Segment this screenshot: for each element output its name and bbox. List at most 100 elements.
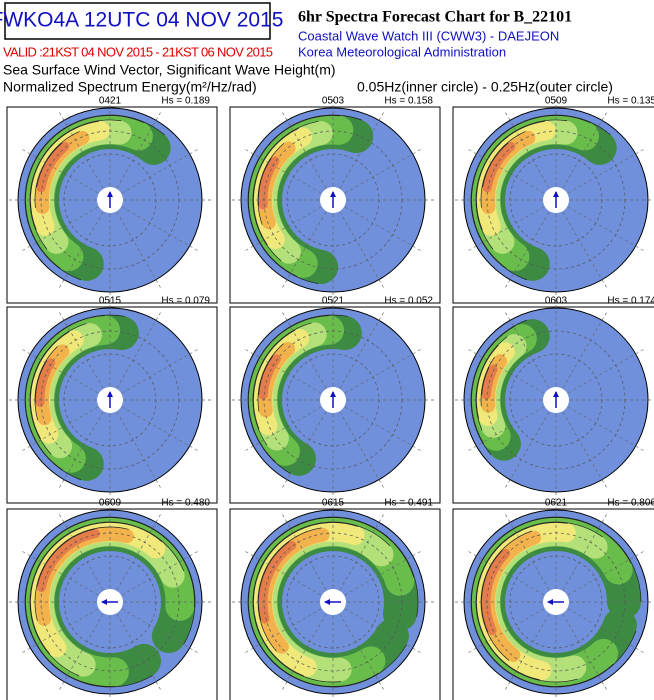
contour-line xyxy=(253,329,296,430)
panel-hs: Hs = 0.079 xyxy=(161,296,210,307)
energy-band xyxy=(481,548,511,635)
freq-ring xyxy=(263,330,403,470)
direction-line xyxy=(504,411,550,489)
direction-line xyxy=(344,608,422,654)
wind-arrow xyxy=(553,391,559,408)
energy-band xyxy=(258,156,280,210)
freq-note: 0.05Hz(inner circle) - 0.25Hz(outer circ… xyxy=(357,79,613,95)
direction-line xyxy=(58,513,104,591)
contour-line xyxy=(252,120,319,262)
contour-line xyxy=(480,530,532,661)
valid: VALID :21KST 04 NOV 2015 - 21KST 06 NOV … xyxy=(3,44,273,59)
contour-line xyxy=(253,522,359,677)
direction-line xyxy=(504,111,550,189)
legend-line: Normalized Spectrum Energy(m²/Hz/rad) xyxy=(3,79,257,95)
arrow-head xyxy=(330,191,336,197)
freq-ring xyxy=(486,330,626,470)
freq-ring xyxy=(40,130,180,270)
spectrum-panel: 0421 Hs = 0.189 xyxy=(6,96,218,304)
direction-line xyxy=(281,613,327,691)
contour-line xyxy=(476,344,499,419)
contour-line xyxy=(475,119,568,250)
panel-hs: Hs = 0.052 xyxy=(384,296,433,307)
freq-ring xyxy=(63,153,157,247)
direction-line xyxy=(344,148,422,194)
direction-line xyxy=(344,406,422,452)
direction-line xyxy=(567,348,645,394)
direction-line xyxy=(567,206,645,252)
direction-line xyxy=(339,411,385,489)
direction-line xyxy=(467,550,545,596)
station: FWKO4A 12UTC 04 NOV 2015 xyxy=(0,9,283,32)
contour-line xyxy=(258,541,290,621)
direction-line xyxy=(21,348,99,394)
contour-line xyxy=(25,315,105,471)
arrow-head xyxy=(107,391,113,397)
wind-arrow xyxy=(330,391,336,408)
direction-line xyxy=(567,608,645,654)
direction-line xyxy=(244,406,322,452)
contour-line xyxy=(476,522,568,681)
freq-ring xyxy=(63,353,157,447)
direction-line xyxy=(58,613,104,691)
direction-line xyxy=(567,406,645,452)
direction-line xyxy=(116,211,162,289)
direction-line xyxy=(344,550,422,596)
spectrum-panel: 0603 Hs = 0.174 xyxy=(452,296,654,504)
contour-line xyxy=(476,120,545,230)
contour-line xyxy=(248,517,415,687)
direction-line xyxy=(244,148,322,194)
direction-line xyxy=(339,311,385,389)
freq-ring xyxy=(286,353,380,447)
contour-line xyxy=(29,323,87,455)
direction-line xyxy=(121,550,199,596)
spectrum-panel: 0509 Hs = 0.135 xyxy=(452,96,654,304)
direction-line xyxy=(21,550,99,596)
wind-arrow xyxy=(547,599,564,605)
energy-band xyxy=(481,364,498,400)
contour-line xyxy=(247,314,348,474)
contour-line xyxy=(35,360,48,403)
direction-line xyxy=(562,613,608,691)
direction-line xyxy=(116,411,162,489)
contour-line xyxy=(257,527,322,652)
arrow-head xyxy=(101,599,107,605)
spectrum-panel: 0621 Hs = 0.806 xyxy=(452,498,654,700)
title: 6hr Spectra Forecast Chart for B_22101 xyxy=(298,9,572,26)
panel-hs: Hs = 0.189 xyxy=(161,96,210,107)
contour-line xyxy=(24,516,196,688)
direction-line xyxy=(467,348,545,394)
direction-line xyxy=(281,411,327,489)
wind-arrow xyxy=(330,191,336,208)
direction-line xyxy=(244,206,322,252)
spectrum-panel: 0615 Hs = 0.491 xyxy=(229,498,441,700)
contour-line xyxy=(481,367,490,395)
freq-ring xyxy=(509,353,603,447)
contour-line xyxy=(470,516,642,688)
contour-line xyxy=(471,115,591,269)
direction-line xyxy=(339,211,385,289)
direction-line xyxy=(21,406,99,452)
direction-line xyxy=(339,513,385,591)
contour-line xyxy=(258,158,272,206)
contour-line xyxy=(34,526,129,621)
wind-arrow xyxy=(107,391,113,408)
contour-line xyxy=(248,315,329,463)
arrow-head xyxy=(553,191,559,197)
freq-ring xyxy=(486,532,626,672)
direction-line xyxy=(504,613,550,691)
spectrum-panel: 0609 Hs = 0.480 xyxy=(6,498,218,700)
station-box xyxy=(4,2,271,40)
contour-line xyxy=(257,343,284,412)
direction-line xyxy=(504,211,550,289)
panel-hs: Hs = 0.135 xyxy=(607,96,654,107)
freq-ring xyxy=(263,130,403,270)
direction-line xyxy=(121,406,199,452)
direction-line xyxy=(121,608,199,654)
freq-ring xyxy=(40,532,180,672)
freq-ring xyxy=(509,153,603,247)
freq-ring xyxy=(286,153,380,247)
direction-line xyxy=(562,311,608,389)
spectrum-panel: 0521 Hs = 0.052 xyxy=(229,296,441,504)
